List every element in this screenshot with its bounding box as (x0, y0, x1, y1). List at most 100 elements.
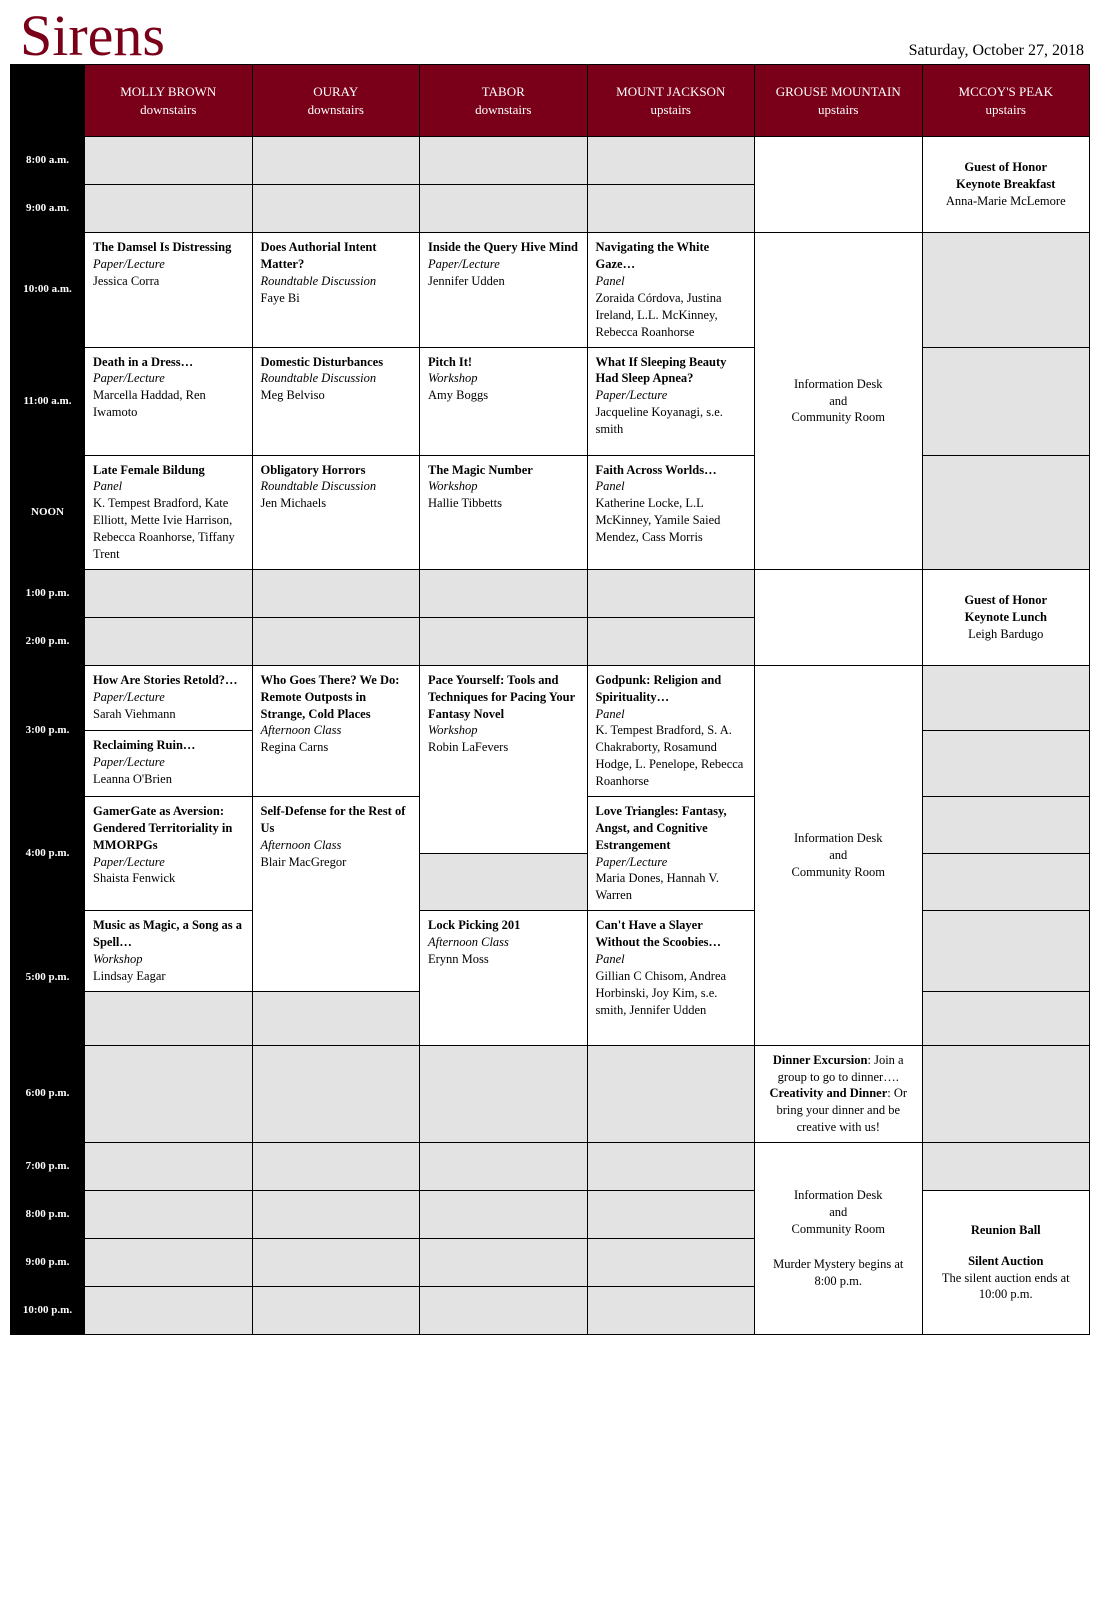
time-label: 10:00 a.m. (11, 233, 85, 347)
time-label: 2:00 p.m. (11, 618, 85, 666)
session: Godpunk: Religion and Spirituality…Panel… (588, 666, 756, 797)
session: Self-Defense for the Rest of UsAfternoon… (253, 797, 421, 992)
time-label: 11:00 a.m. (11, 348, 85, 456)
dinner-block: Dinner Excursion: Join a group to go to … (755, 1046, 923, 1143)
blank (923, 911, 1091, 992)
schedule-date: Saturday, October 27, 2018 (909, 42, 1090, 62)
blank (420, 1239, 588, 1287)
blank (588, 1143, 756, 1191)
blank (253, 618, 421, 666)
time-label: 6:00 p.m. (11, 1046, 85, 1143)
time-label: 9:00 a.m. (11, 185, 85, 233)
blank (420, 1143, 588, 1191)
session: How Are Stories Retold?…Paper/LectureSar… (85, 666, 253, 732)
session: Faith Across Worlds…PanelKatherine Locke… (588, 456, 756, 570)
blank (588, 1287, 756, 1335)
session: Pace Yourself: Tools and Techniques for … (420, 666, 588, 854)
room-header: MOLLY BROWNdownstairs (85, 65, 253, 137)
session: Domestic DisturbancesRoundtable Discussi… (253, 348, 421, 456)
blank (588, 185, 756, 233)
blank (923, 233, 1091, 347)
time-label: 3:00 p.m. (11, 666, 85, 797)
session: Inside the Query Hive MindPaper/LectureJ… (420, 233, 588, 347)
blank (253, 570, 421, 618)
blank (253, 1143, 421, 1191)
room-header: MCCOY'S PEAKupstairs (923, 65, 1091, 137)
blank (588, 618, 756, 666)
blank (253, 1191, 421, 1239)
blank (85, 137, 253, 185)
time-label: 7:00 p.m. (11, 1143, 85, 1191)
room-header: TABORdownstairs (420, 65, 588, 137)
blank (85, 1239, 253, 1287)
blank (420, 1287, 588, 1335)
blank (923, 992, 1091, 1046)
time-label: 8:00 a.m. (11, 137, 85, 185)
blank (85, 1046, 253, 1143)
session: Obligatory HorrorsRoundtable DiscussionJ… (253, 456, 421, 570)
time-label: 10:00 p.m. (11, 1287, 85, 1335)
session: The Magic NumberWorkshopHallie Tibbetts (420, 456, 588, 570)
session: Music as Magic, a Song as a Spell…Worksh… (85, 911, 253, 992)
blank (923, 854, 1091, 911)
blank (253, 992, 421, 1046)
blank (420, 570, 588, 618)
blank (588, 1191, 756, 1239)
evening-mccoy-block: Reunion Ball Silent Auction The silent a… (923, 1191, 1091, 1335)
session: Who Goes There? We Do: Remote Outposts i… (253, 666, 421, 797)
session: Pitch It!WorkshopAmy Boggs (420, 348, 588, 456)
blank (85, 1287, 253, 1335)
blank (923, 348, 1091, 456)
blank (253, 185, 421, 233)
time-label: NOON (11, 456, 85, 570)
schedule-grid: MOLLY BROWNdownstairs OURAYdownstairs TA… (10, 64, 1090, 1335)
blank (253, 1287, 421, 1335)
blank (420, 618, 588, 666)
room-header: GROUSE MOUNTAINupstairs (755, 65, 923, 137)
corner (11, 65, 85, 137)
session: Late Female BildungPanelK. Tempest Bradf… (85, 456, 253, 570)
time-label: 9:00 p.m. (11, 1239, 85, 1287)
blank (420, 185, 588, 233)
blank (420, 137, 588, 185)
session: GamerGate as Aversion: Gendered Territor… (85, 797, 253, 911)
blank (923, 666, 1091, 732)
blank (923, 1143, 1091, 1191)
info-desk-block: Information Desk and Community Room (755, 666, 923, 1046)
blank (85, 185, 253, 233)
session: Does Authorial Intent Matter?Roundtable … (253, 233, 421, 347)
blank (588, 1239, 756, 1287)
blank (755, 570, 923, 666)
session-keynote-lunch: Guest of Honor Keynote Lunch Leigh Bardu… (923, 570, 1091, 666)
blank (923, 1046, 1091, 1143)
info-desk-block: Information Desk and Community Room (755, 233, 923, 570)
time-label: 1:00 p.m. (11, 570, 85, 618)
time-label: 5:00 p.m. (11, 911, 85, 1046)
blank (588, 1046, 756, 1143)
blank (85, 992, 253, 1046)
blank (923, 731, 1091, 797)
logo: Sirens (10, 10, 165, 62)
time-label: 4:00 p.m. (11, 797, 85, 911)
session: Love Triangles: Fantasy, Angst, and Cogn… (588, 797, 756, 911)
blank (420, 1046, 588, 1143)
blank (755, 137, 923, 233)
session: The Damsel Is DistressingPaper/LectureJe… (85, 233, 253, 347)
blank (253, 1239, 421, 1287)
session-keynote-breakfast: Guest of Honor Keynote Breakfast Anna-Ma… (923, 137, 1091, 233)
session: Reclaiming Ruin…Paper/LectureLeanna O'Br… (85, 731, 253, 797)
blank (420, 1191, 588, 1239)
room-header: OURAYdownstairs (253, 65, 421, 137)
blank (420, 854, 588, 911)
session: Can't Have a Slayer Without the Scoobies… (588, 911, 756, 1046)
blank (85, 618, 253, 666)
session: Death in a Dress…Paper/LectureMarcella H… (85, 348, 253, 456)
blank (253, 137, 421, 185)
session: Navigating the White Gaze…PanelZoraida C… (588, 233, 756, 347)
blank (923, 456, 1091, 570)
blank (85, 570, 253, 618)
blank (85, 1143, 253, 1191)
room-header: MOUNT JACKSONupstairs (588, 65, 756, 137)
blank (253, 1046, 421, 1143)
blank (588, 570, 756, 618)
